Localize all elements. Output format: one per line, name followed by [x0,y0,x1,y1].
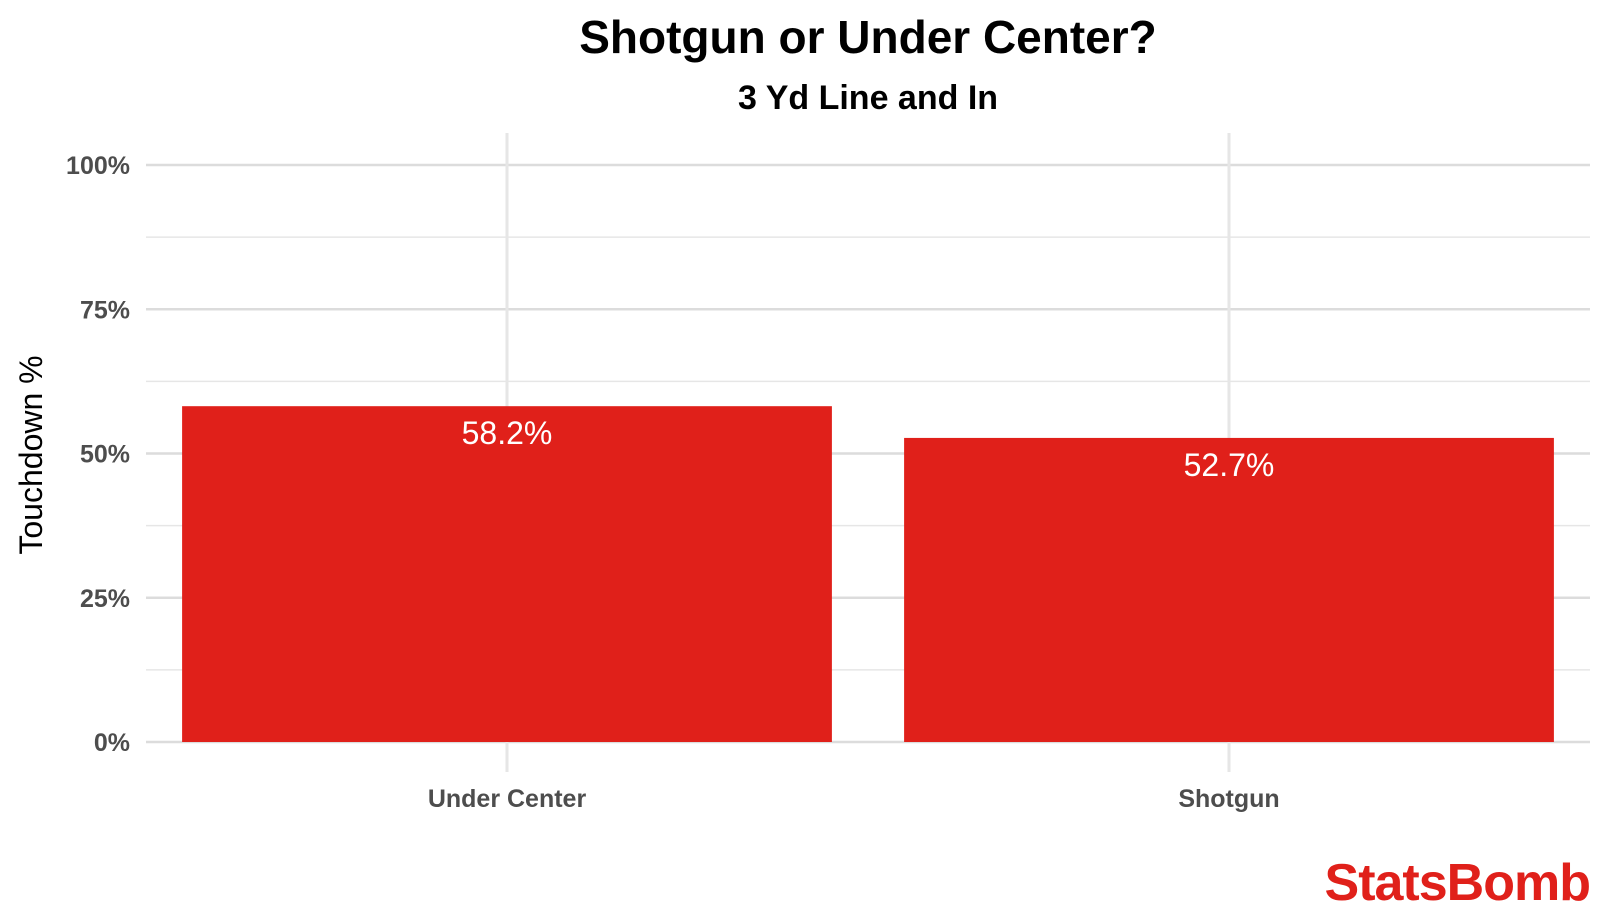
chart-title: Shotgun or Under Center? [579,11,1157,63]
bar-shotgun [904,437,1554,742]
bars [182,406,1554,742]
x-tick-label: Shotgun [1178,785,1279,813]
y-axis-ticks: 0% 25% 50% 75% 100% [66,152,130,757]
chart-subtitle: 3 Yd Line and In [738,79,998,117]
statsbomb-logo: StatsBomb [1325,854,1590,912]
y-tick-label: 100% [66,152,130,180]
bar-under-center [182,406,832,742]
data-label: 52.7% [1184,447,1275,483]
y-tick-label: 50% [80,441,130,469]
x-tick-label: Under Center [428,785,587,813]
data-label: 58.2% [462,415,553,451]
y-tick-label: 0% [94,729,130,757]
data-labels: 58.2% 52.7% [462,415,1275,483]
y-tick-label: 75% [80,296,130,324]
y-tick-label: 25% [80,585,130,613]
x-axis-ticks: Under Center Shotgun [428,785,1280,813]
y-axis-label: Touchdown % [13,355,49,554]
